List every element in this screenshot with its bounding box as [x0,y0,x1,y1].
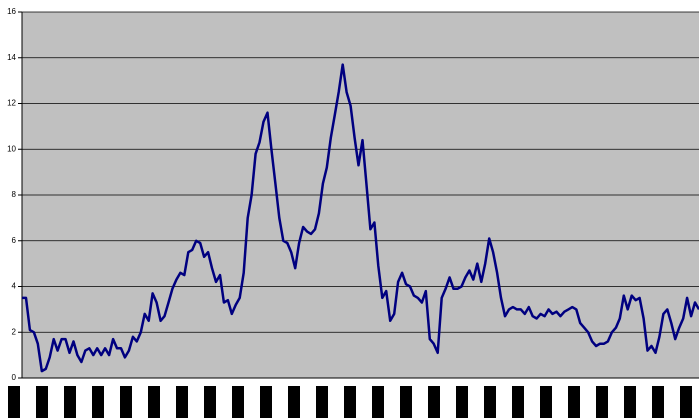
x-tick-label-block [344,386,356,418]
x-tick-label-block [288,386,300,418]
x-tick-label-block [204,386,216,418]
y-tick-label: 10 [7,144,16,153]
x-tick-label-block [624,386,636,418]
x-tick-label-block [120,386,132,418]
x-tick-label-block [652,386,664,418]
x-tick-label-block [484,386,496,418]
x-tick-label-block [8,386,20,418]
y-tick-label: 12 [7,99,16,108]
x-tick-label-block [596,386,608,418]
x-tick-label-block [316,386,328,418]
x-tick-label-block [92,386,104,418]
y-tick-label: 14 [7,53,16,62]
x-tick-label-block [568,386,580,418]
data-line [22,63,699,373]
y-tick-label: 6 [12,236,17,245]
x-tick-label-block [680,386,692,418]
x-tick-label-block [540,386,552,418]
y-tick-label: 16 [7,7,16,16]
x-tick-label-block [64,386,76,418]
y-tick-label: 4 [12,282,17,291]
x-tick-label-block [512,386,524,418]
x-tick-label-block [176,386,188,418]
x-tick-label-block [148,386,160,418]
x-tick-label-block [428,386,440,418]
x-tick-label-block [36,386,48,418]
y-tick-label: 8 [12,190,17,199]
x-tick-label-block [456,386,468,418]
x-tick-label-block [372,386,384,418]
x-tick-label-block [400,386,412,418]
x-tick-label-block [260,386,272,418]
y-tick-label: 0 [12,373,17,382]
y-tick-label: 2 [12,327,17,336]
x-tick-label-block [232,386,244,418]
